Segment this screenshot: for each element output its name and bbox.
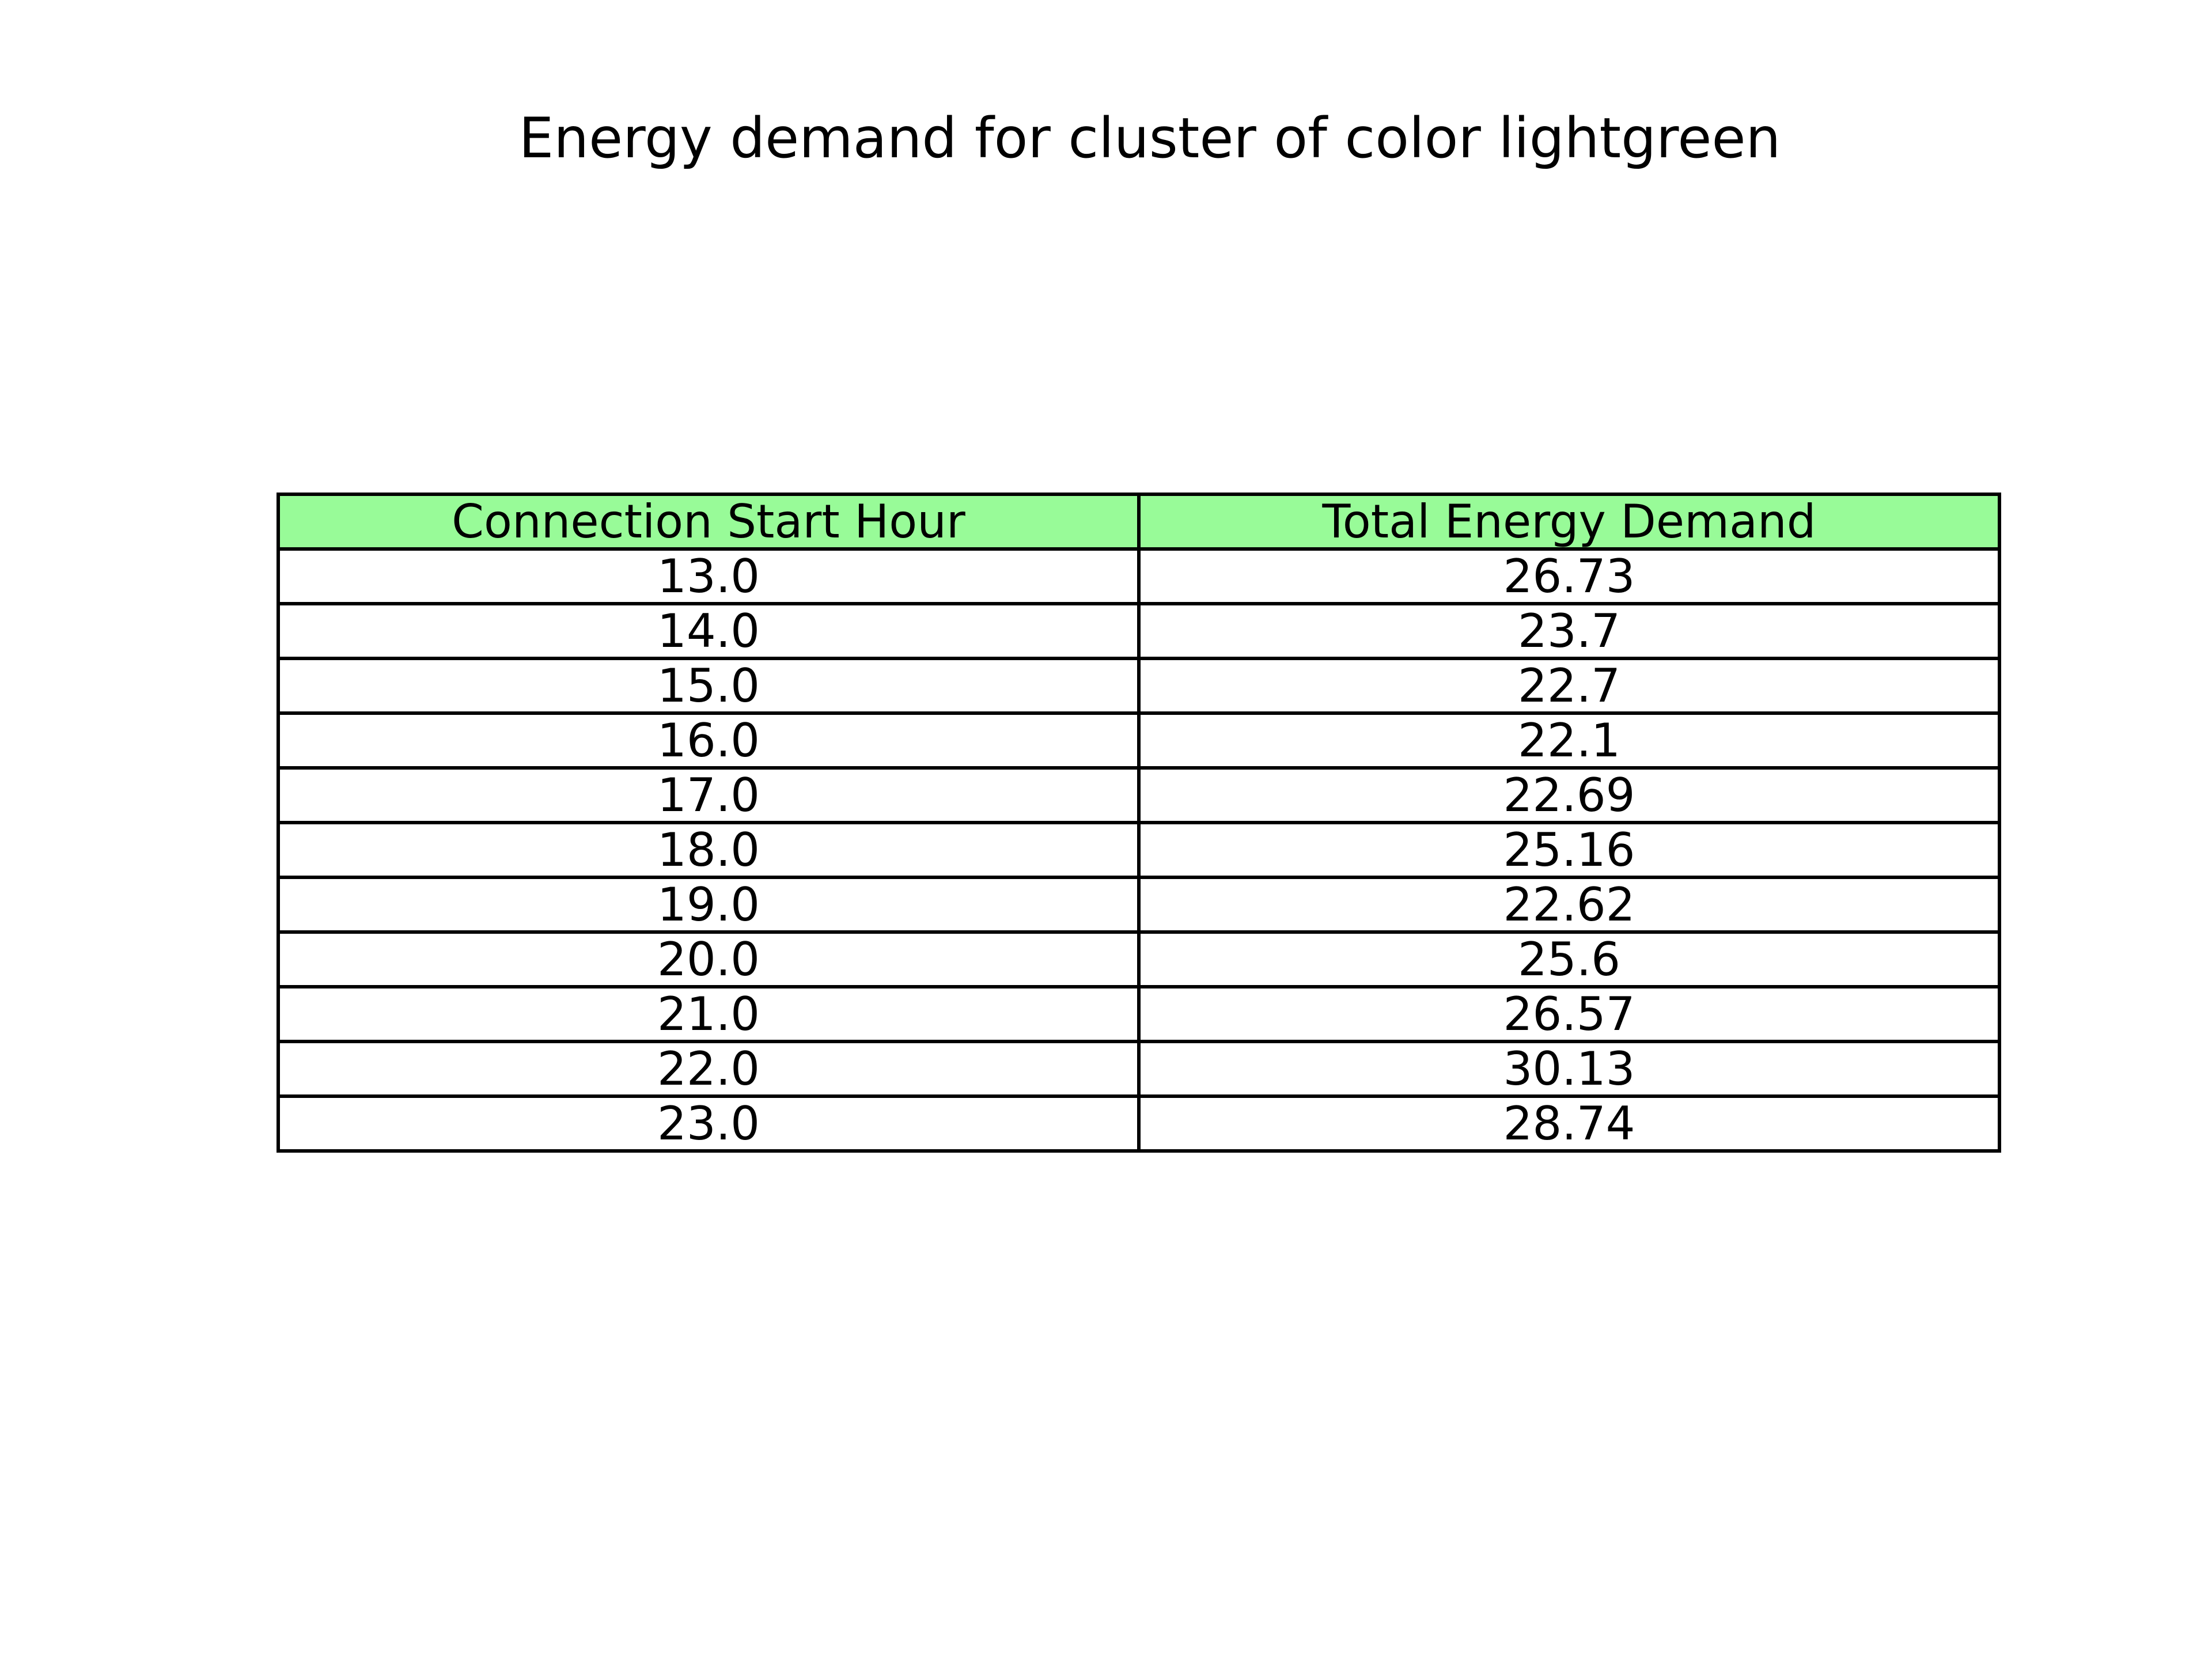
cell-connection-start-hour: 17.0 (276, 766, 1141, 824)
data-table-container: Connection Start Hour Total Energy Deman… (276, 493, 2001, 1153)
cell-total-energy-demand: 22.69 (1137, 766, 2001, 824)
cell-total-energy-demand: 22.62 (1137, 876, 2001, 934)
table-row: 22.0 30.13 (276, 1040, 2001, 1098)
table-row: 21.0 26.57 (276, 985, 2001, 1043)
cell-total-energy-demand: 26.73 (1137, 547, 2001, 605)
table-body: 13.0 26.73 14.0 23.7 15.0 22.7 16.0 22.1 17.0 22.… (276, 547, 2001, 1153)
cell-connection-start-hour: 14.0 (276, 602, 1141, 660)
cell-total-energy-demand: 30.13 (1137, 1040, 2001, 1098)
cell-total-energy-demand: 22.1 (1137, 711, 2001, 770)
column-header-connection-start-hour: Connection Start Hour (276, 493, 1141, 551)
cell-total-energy-demand: 26.57 (1137, 985, 2001, 1043)
table-row: 19.0 22.62 (276, 876, 2001, 934)
cell-total-energy-demand: 28.74 (1137, 1094, 2001, 1153)
table-row: 15.0 22.7 (276, 657, 2001, 715)
cell-connection-start-hour: 19.0 (276, 876, 1141, 934)
chart-title: Energy demand for cluster of color light… (518, 106, 1781, 171)
cell-connection-start-hour: 15.0 (276, 657, 1141, 715)
cell-connection-start-hour: 18.0 (276, 821, 1141, 879)
table-row: 18.0 25.16 (276, 821, 2001, 879)
cell-connection-start-hour: 21.0 (276, 985, 1141, 1043)
cell-total-energy-demand: 22.7 (1137, 657, 2001, 715)
table-row: 17.0 22.69 (276, 766, 2001, 824)
cell-connection-start-hour: 13.0 (276, 547, 1141, 605)
table-row: 23.0 28.74 (276, 1094, 2001, 1153)
column-header-total-energy-demand: Total Energy Demand (1137, 493, 2001, 551)
table-header-row: Connection Start Hour Total Energy Deman… (276, 493, 2001, 551)
table-header: Connection Start Hour Total Energy Deman… (276, 493, 2001, 551)
table-row: 20.0 25.6 (276, 930, 2001, 988)
cell-total-energy-demand: 25.16 (1137, 821, 2001, 879)
table-row: 13.0 26.73 (276, 547, 2001, 605)
cell-connection-start-hour: 20.0 (276, 930, 1141, 988)
cell-total-energy-demand: 23.7 (1137, 602, 2001, 660)
table-row: 16.0 22.1 (276, 711, 2001, 770)
cell-total-energy-demand: 25.6 (1137, 930, 2001, 988)
data-table: Connection Start Hour Total Energy Deman… (276, 493, 2001, 1153)
cell-connection-start-hour: 23.0 (276, 1094, 1141, 1153)
table-row: 14.0 23.7 (276, 602, 2001, 660)
cell-connection-start-hour: 22.0 (276, 1040, 1141, 1098)
cell-connection-start-hour: 16.0 (276, 711, 1141, 770)
